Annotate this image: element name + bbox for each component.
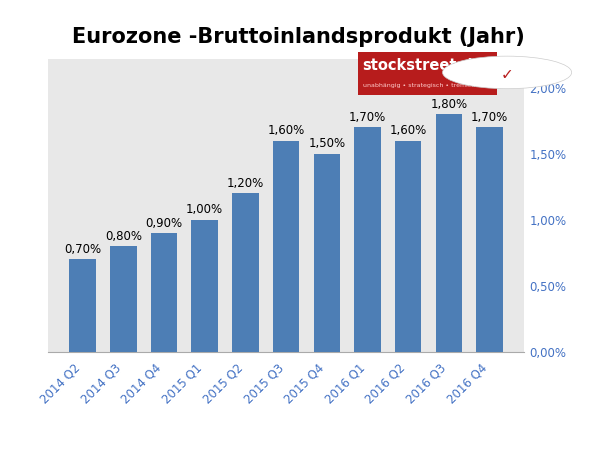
Circle shape — [442, 56, 572, 89]
Text: stockstreet.de: stockstreet.de — [362, 58, 482, 73]
Bar — [436, 114, 462, 352]
Text: Eurozone -Bruttoinlandsprodukt (Jahr): Eurozone -Bruttoinlandsprodukt (Jahr) — [72, 27, 524, 47]
Text: 0,80%: 0,80% — [105, 230, 142, 243]
Text: ✓: ✓ — [501, 67, 513, 82]
Text: 1,20%: 1,20% — [226, 177, 264, 190]
Text: 1,80%: 1,80% — [430, 98, 467, 111]
Bar — [191, 220, 218, 352]
Text: 1,50%: 1,50% — [308, 138, 345, 150]
Bar — [273, 141, 299, 352]
FancyBboxPatch shape — [358, 52, 497, 95]
Bar — [151, 233, 177, 352]
Text: 1,60%: 1,60% — [268, 124, 305, 137]
Text: 0,90%: 0,90% — [145, 216, 182, 230]
Bar — [232, 193, 259, 352]
Bar — [476, 127, 503, 352]
Text: 1,00%: 1,00% — [186, 203, 224, 216]
Bar — [354, 127, 381, 352]
Bar — [69, 259, 96, 352]
Text: 1,70%: 1,70% — [349, 111, 386, 124]
Text: unabhängig • strategisch • trefflicher: unabhängig • strategisch • trefflicher — [363, 83, 482, 88]
Text: 1,70%: 1,70% — [471, 111, 508, 124]
Bar — [313, 154, 340, 352]
Bar — [395, 141, 421, 352]
Bar — [110, 246, 136, 352]
Text: 0,70%: 0,70% — [64, 243, 101, 256]
Text: 1,60%: 1,60% — [390, 124, 427, 137]
